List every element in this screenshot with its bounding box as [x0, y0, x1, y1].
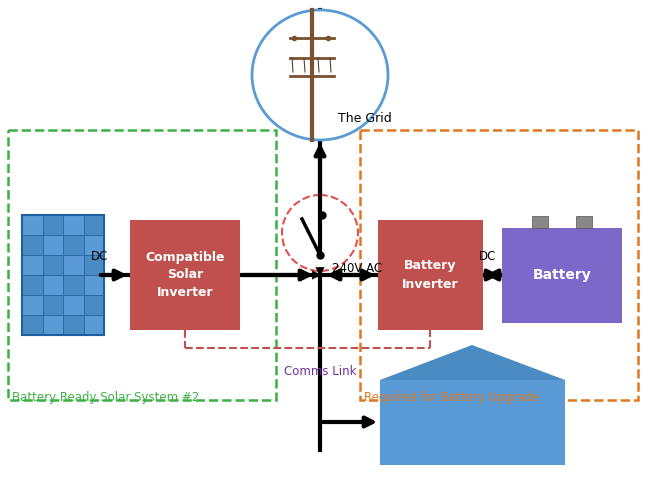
Bar [83, 295, 104, 315]
Text: Comms Link: Comms Link [284, 365, 356, 378]
Bar [83, 275, 104, 295]
Bar [380, 380, 565, 465]
Bar [63, 215, 83, 235]
Bar [63, 275, 83, 295]
Bar [83, 235, 104, 255]
Ellipse shape [252, 10, 388, 140]
Bar [42, 255, 63, 275]
Bar [22, 315, 42, 335]
Bar [83, 255, 104, 275]
Bar [130, 220, 240, 330]
Bar [22, 235, 42, 255]
Bar [502, 228, 622, 323]
Bar [63, 235, 83, 255]
Text: 240V AC: 240V AC [332, 262, 382, 275]
Bar [42, 235, 63, 255]
Bar [83, 315, 104, 335]
Bar [8, 130, 276, 400]
Bar [360, 130, 638, 400]
Bar [22, 215, 104, 335]
Bar [83, 215, 104, 235]
Bar [22, 295, 42, 315]
Text: Compatible
Solar
Inverter: Compatible Solar Inverter [145, 250, 225, 300]
Text: DC: DC [479, 250, 497, 263]
Polygon shape [380, 345, 565, 380]
Text: Battery
Inverter: Battery Inverter [402, 260, 459, 290]
Bar [22, 275, 42, 295]
Text: Battery: Battery [532, 268, 592, 283]
Bar [532, 216, 549, 228]
Bar [22, 255, 42, 275]
Bar [378, 220, 483, 330]
Circle shape [282, 195, 358, 271]
Bar [42, 215, 63, 235]
Text: Required for Battery Upgrade: Required for Battery Upgrade [364, 391, 539, 404]
Bar [22, 215, 42, 235]
Text: DC: DC [91, 250, 109, 263]
Bar [63, 295, 83, 315]
Bar [42, 315, 63, 335]
Bar [42, 295, 63, 315]
Bar [63, 315, 83, 335]
Text: The Grid: The Grid [338, 112, 392, 125]
Text: Battery Ready Solar System #2: Battery Ready Solar System #2 [12, 391, 200, 404]
Bar [576, 216, 592, 228]
Bar [42, 275, 63, 295]
Bar [63, 255, 83, 275]
